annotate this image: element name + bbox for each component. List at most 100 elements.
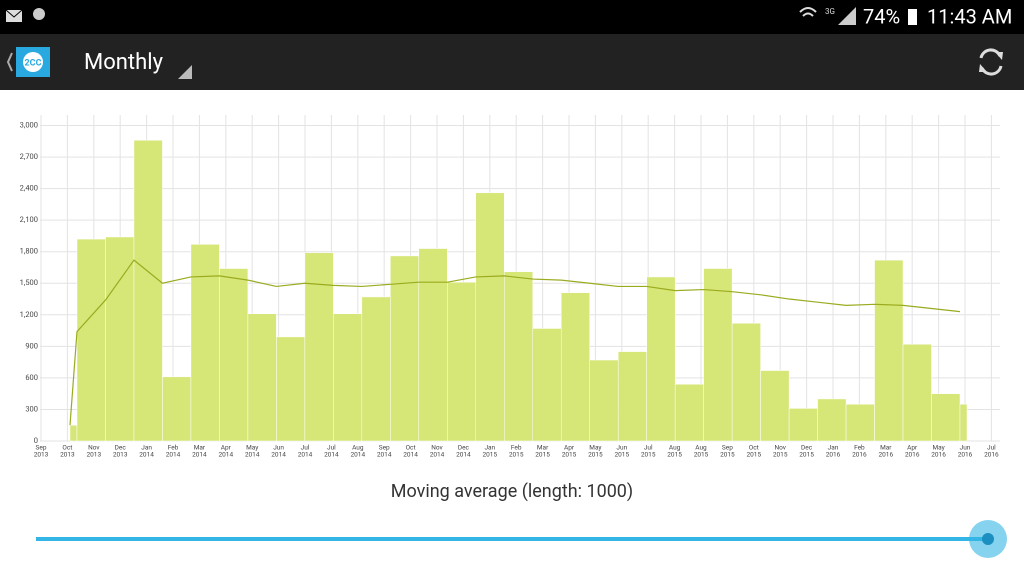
bar	[646, 276, 676, 442]
x-tick-label: Jan	[484, 444, 495, 452]
x-tick-label: 2016	[878, 451, 893, 459]
y-tick-label: 2,400	[20, 184, 38, 193]
bar	[589, 359, 619, 442]
x-tick-label: 2013	[113, 451, 128, 459]
bar	[76, 238, 106, 442]
y-tick-label: 1,200	[20, 310, 38, 319]
x-tick-label: 2016	[931, 451, 946, 459]
x-tick-label: Aug	[695, 444, 707, 452]
bar	[190, 244, 220, 442]
bar	[845, 403, 875, 442]
bar	[760, 370, 790, 442]
x-tick-label: 2015	[641, 451, 656, 459]
bar	[276, 336, 306, 442]
bar	[247, 313, 277, 442]
bar	[731, 322, 761, 442]
x-tick-label: 2014	[324, 451, 339, 459]
x-tick-label: 2015	[799, 451, 814, 459]
x-tick-label: 2014	[456, 451, 471, 459]
x-tick-label: 2013	[86, 451, 101, 459]
x-tick-label: 2014	[166, 451, 181, 459]
bar	[674, 383, 704, 442]
x-tick-label: Mar	[537, 444, 549, 452]
x-tick-label: 2015	[588, 451, 603, 459]
bar	[304, 252, 334, 442]
x-tick-label: 2014	[218, 451, 233, 459]
y-tick-label: 2,700	[20, 152, 38, 161]
x-tick-label: Feb	[168, 444, 179, 452]
bar	[69, 424, 78, 442]
bar	[219, 268, 249, 442]
x-tick-label: 2014	[377, 451, 392, 459]
x-tick-label: 2014	[271, 451, 286, 459]
x-tick-label: Oct	[62, 444, 72, 452]
x-tick-label: 2013	[34, 451, 49, 459]
refresh-arrows	[979, 52, 1003, 72]
app-bar	[0, 34, 1024, 90]
x-tick-label: Mar	[194, 444, 206, 452]
x-tick-label: Jun	[960, 444, 971, 452]
x-tick-label: Jul	[301, 444, 310, 452]
caption: Moving average (length: 1000)	[391, 481, 633, 502]
refresh-button[interactable]	[979, 48, 1003, 76]
clock: 11:43 AM	[927, 4, 1012, 28]
y-tick-label: 300	[25, 404, 38, 413]
x-tick-label: 2013	[60, 451, 75, 459]
bar	[788, 408, 818, 442]
x-tick-label: 2014	[403, 451, 418, 459]
x-tick-label: Jan	[828, 444, 839, 452]
bar	[418, 248, 448, 442]
x-tick-label: Jun	[616, 444, 627, 452]
x-tick-label: 2016	[852, 451, 867, 459]
back-button[interactable]	[6, 52, 13, 72]
network-type: 3G	[825, 7, 835, 16]
x-tick-label: 2014	[350, 451, 365, 459]
bar	[390, 255, 420, 442]
bar	[333, 313, 363, 442]
signal-icon	[838, 7, 856, 25]
x-tick-label: 2016	[984, 451, 999, 459]
x-tick-label: Sep	[379, 444, 390, 452]
x-tick-label: 2015	[614, 451, 629, 459]
x-tick-label: Jan	[141, 444, 152, 452]
bar	[361, 296, 391, 442]
y-tick-label: 600	[25, 373, 38, 382]
x-tick-label: 2016	[905, 451, 920, 459]
x-tick-label: 2015	[667, 451, 682, 459]
x-tick-label: Oct	[406, 444, 416, 452]
y-tick-label: 1,800	[20, 247, 38, 256]
x-tick-label: Dec	[115, 444, 127, 452]
app-icon-badge	[23, 52, 43, 72]
x-tick-label: 2015	[694, 451, 709, 459]
x-tick-label: Nov	[431, 444, 443, 452]
x-tick-label: 2014	[139, 451, 154, 459]
period-selector[interactable]: Monthly	[84, 50, 164, 75]
bar	[475, 192, 505, 442]
bar	[532, 328, 562, 442]
x-tick-label: 2015	[720, 451, 735, 459]
wifi-icon	[799, 7, 817, 17]
bar	[162, 376, 192, 442]
battery-level: 74%	[863, 4, 900, 28]
slider-thumb[interactable]	[982, 533, 994, 545]
y-tick-label: 0	[34, 436, 38, 445]
bar	[560, 292, 590, 442]
bar	[617, 351, 647, 442]
x-tick-label: Oct	[749, 444, 759, 452]
x-tick-label: Feb	[511, 444, 522, 452]
x-tick-label: 2014	[298, 451, 313, 459]
x-tick-label: Feb	[854, 444, 865, 452]
y-tick-label: 1,500	[20, 278, 38, 287]
x-tick-label: 2014	[430, 451, 445, 459]
x-tick-label: 2015	[773, 451, 788, 459]
bar	[902, 344, 932, 442]
y-tick-label: 2,100	[20, 215, 38, 224]
x-tick-label: Apr	[221, 444, 232, 452]
x-tick-label: Apr	[564, 444, 575, 452]
x-tick-label: Sep	[722, 444, 733, 452]
dropdown-arrow[interactable]	[178, 65, 192, 79]
cnbc-icon	[33, 8, 45, 20]
bar	[133, 139, 163, 442]
x-tick-label: Jul	[644, 444, 653, 452]
